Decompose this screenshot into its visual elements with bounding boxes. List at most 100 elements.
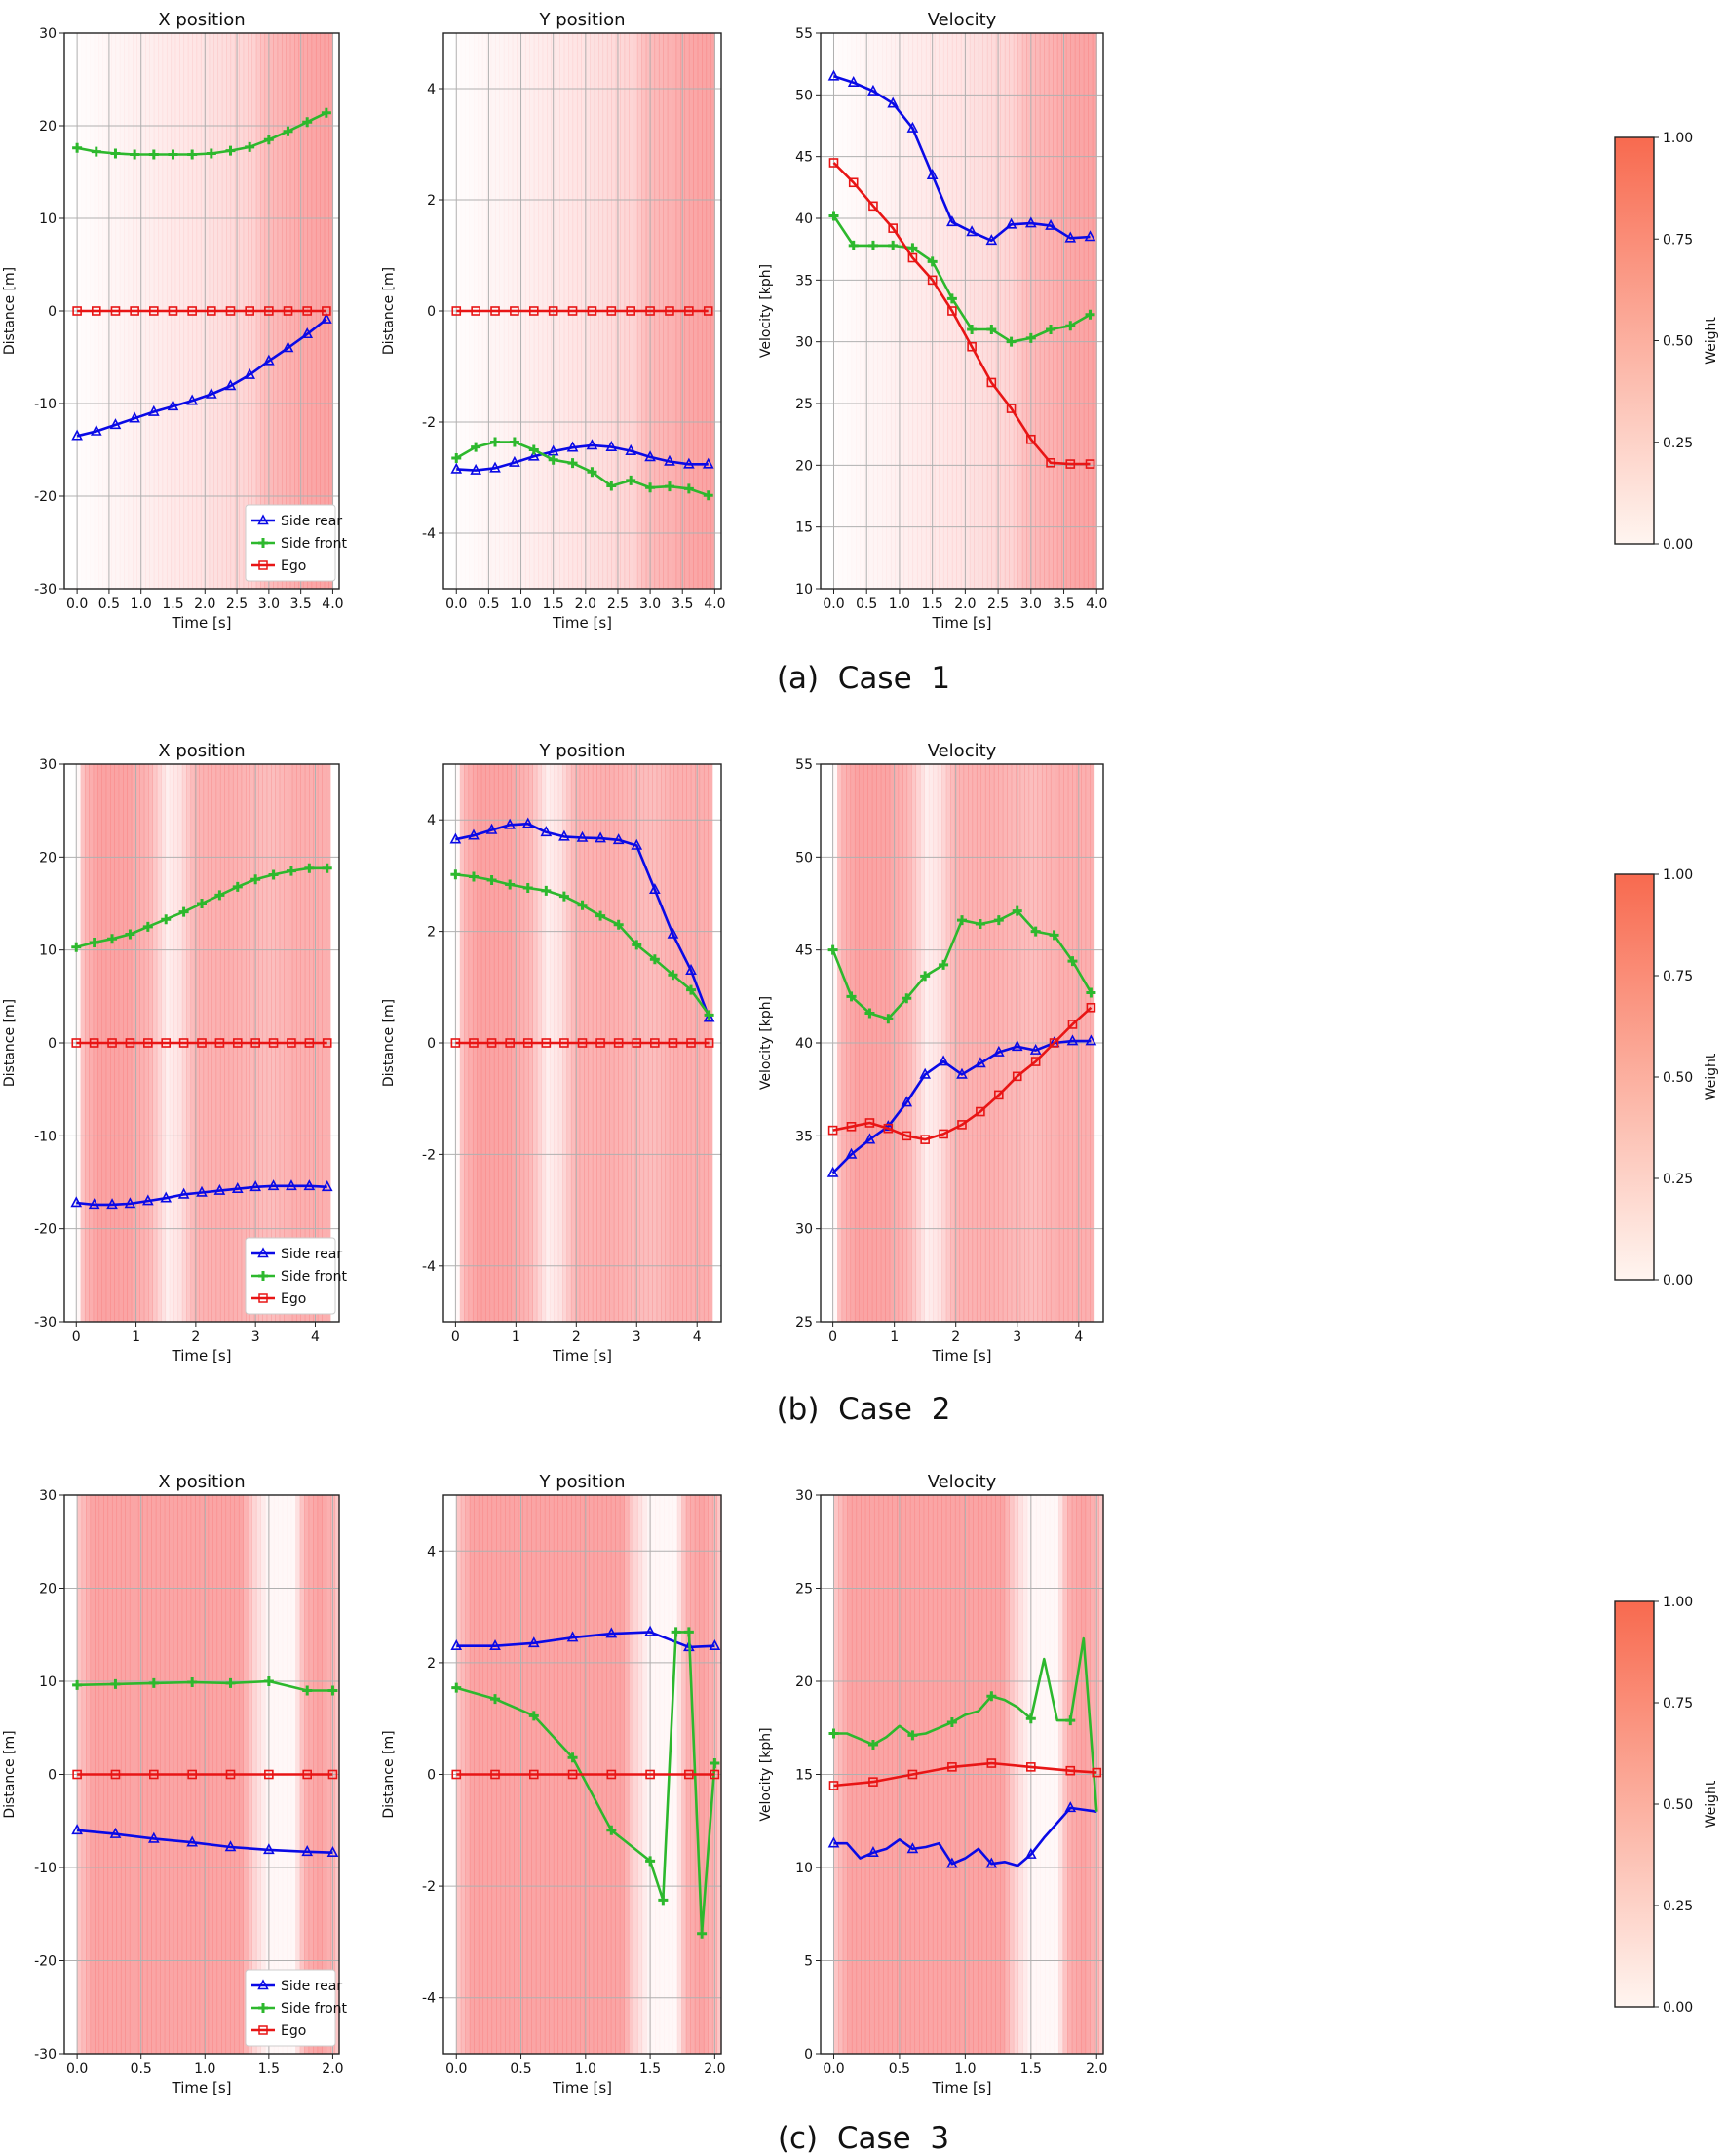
point-side-front <box>668 970 678 981</box>
y-tick-label: 10 <box>795 582 813 597</box>
point-side-front <box>110 1678 121 1689</box>
point-side-rear <box>595 831 606 843</box>
y-tick-label: -20 <box>34 1222 57 1238</box>
point-side-front <box>587 467 597 478</box>
weight-strip <box>960 33 966 589</box>
weight-strip <box>1053 33 1058 589</box>
point-side-rear <box>1024 1847 1037 1859</box>
point-side-rear <box>586 439 598 450</box>
legend-label: Side rear <box>281 1247 342 1262</box>
point-side-front <box>245 141 255 152</box>
point-side-front <box>528 1711 539 1721</box>
colorbar-tick-label: 1.00 <box>1663 131 1693 146</box>
series-line-side-rear <box>76 1829 333 1854</box>
point-ego <box>130 306 139 316</box>
point-side-front <box>645 482 656 493</box>
point-side-rear <box>489 461 501 473</box>
point-ego <box>1065 459 1076 469</box>
y-axis-label: Distance [m] <box>381 267 397 355</box>
point-ego <box>848 177 859 188</box>
weight-strip <box>974 33 979 589</box>
point-side-rear <box>485 823 498 834</box>
x-tick-label: 0.5 <box>510 2061 531 2077</box>
point-side-front <box>490 437 501 447</box>
point-ego <box>947 1762 957 1772</box>
point-side-front <box>1025 332 1036 343</box>
y-tick-label: -10 <box>34 1861 57 1876</box>
point-ego <box>645 1769 655 1780</box>
point-ego <box>1086 1002 1096 1013</box>
point-ego <box>232 1038 243 1048</box>
point-side-rear <box>263 1843 275 1855</box>
y-tick-label: 30 <box>795 1488 813 1504</box>
x-tick-label: 2.0 <box>322 2061 343 2077</box>
y-tick-label: 2 <box>427 193 436 209</box>
point-side-rear <box>882 1120 895 1132</box>
point-side-rear <box>901 1096 913 1107</box>
point-ego <box>450 1038 461 1048</box>
y-tick-label: -10 <box>34 1129 57 1144</box>
weight-strip <box>838 33 843 589</box>
point-ego <box>828 158 839 168</box>
point-side-rear <box>231 1181 244 1193</box>
point-side-front <box>1067 956 1078 967</box>
point-side-rear <box>566 1631 579 1642</box>
colorbar-tick-label: 0.50 <box>1663 1797 1693 1813</box>
point-ego <box>469 1038 479 1048</box>
point-ego <box>304 1038 315 1048</box>
point-ego <box>451 306 462 316</box>
point-side-front <box>71 942 82 952</box>
y-tick-label: 4 <box>427 82 436 97</box>
point-ego <box>595 1038 605 1048</box>
x-tick-label: 2.0 <box>194 597 215 612</box>
point-side-front <box>321 107 331 118</box>
x-tick-label: 4.0 <box>322 597 343 612</box>
y-tick-label: 0 <box>804 2047 813 2062</box>
point-side-front <box>697 1928 708 1939</box>
series-line-side-rear <box>455 822 710 1019</box>
x-tick-label: 2.0 <box>1086 2061 1107 2077</box>
point-side-rear <box>827 69 840 81</box>
x-tick-label: 4 <box>1074 1329 1083 1345</box>
y-axis-label: Velocity [kph] <box>758 1727 774 1821</box>
y-tick-label: 20 <box>39 850 57 866</box>
point-side-front <box>920 971 931 982</box>
point-side-rear <box>966 225 978 237</box>
point-side-rear <box>992 1045 1005 1057</box>
point-side-rear <box>286 1179 297 1191</box>
point-side-front <box>1046 325 1056 334</box>
y-tick-label: 0 <box>48 304 57 320</box>
point-side-rear <box>703 1011 715 1022</box>
colorbar <box>1614 136 1655 545</box>
point-side-rear <box>1066 1034 1079 1046</box>
point-side-front <box>89 938 99 948</box>
y-axis-label: Velocity [kph] <box>758 996 774 1090</box>
point-side-front <box>130 149 140 160</box>
x-axis-label: Time [s] <box>932 2079 992 2097</box>
point-side-rear <box>141 1194 154 1206</box>
point-side-front <box>683 1627 694 1637</box>
point-side-rear <box>702 457 714 469</box>
weight-strip <box>1021 33 1027 589</box>
colorbar-label: Weight <box>1704 1780 1719 1828</box>
point-side-front <box>558 891 569 902</box>
point-side-front <box>649 954 660 965</box>
weight-strip <box>947 33 953 589</box>
point-side-front <box>846 991 857 1002</box>
point-ego <box>528 1769 539 1780</box>
point-side-front <box>703 490 713 501</box>
y-tick-label: 50 <box>795 88 813 103</box>
point-side-front <box>864 1008 875 1019</box>
point-ego <box>828 1781 839 1790</box>
y-tick-label: 50 <box>795 850 813 866</box>
y-tick-label: 45 <box>795 943 813 959</box>
y-tick-label: -30 <box>34 2047 57 2062</box>
point-ego <box>225 306 236 316</box>
point-side-rear <box>938 1055 949 1066</box>
point-ego <box>684 306 694 316</box>
point-side-rear <box>558 829 570 841</box>
point-side-front <box>468 871 479 882</box>
point-side-rear <box>685 963 697 975</box>
point-side-rear <box>847 75 860 87</box>
point-ego <box>107 1038 117 1048</box>
